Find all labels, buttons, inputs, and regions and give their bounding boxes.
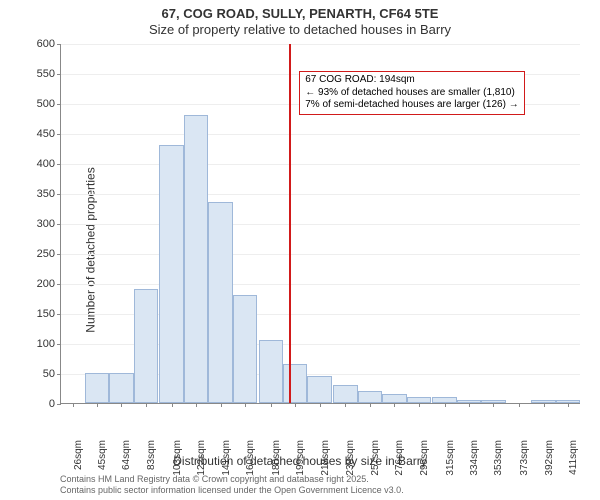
histogram-bar [283,364,307,403]
ytick-label: 450 [23,128,55,140]
histogram-bar [208,202,232,403]
gridline [61,284,580,285]
histogram-bar [358,391,382,403]
ytick-label: 500 [23,98,55,110]
xtick-mark [146,403,147,407]
ytick-label: 0 [23,398,55,410]
annotation-line: 7% of semi-detached houses are larger (1… [305,99,518,112]
ytick-label: 350 [23,188,55,200]
ytick-label: 400 [23,158,55,170]
ytick-label: 50 [23,368,55,380]
ytick-mark [57,194,61,195]
plot-area: 05010015020025030035040045050055060026sq… [60,44,580,404]
ytick-mark [57,74,61,75]
xtick-mark [196,403,197,407]
histogram-bar [159,145,183,403]
ytick-label: 200 [23,278,55,290]
xtick-mark [519,403,520,407]
histogram-bar [134,289,158,403]
ytick-mark [57,254,61,255]
xtick-mark [271,403,272,407]
footer-line-2: Contains public sector information licen… [60,485,404,496]
ytick-mark [57,344,61,345]
histogram-bar [307,376,331,403]
histogram-bar [333,385,357,403]
ytick-mark [57,134,61,135]
annotation-line: ← 93% of detached houses are smaller (1,… [305,87,518,100]
annotation-box: 67 COG ROAD: 194sqm← 93% of detached hou… [299,71,524,115]
property-marker-line [289,44,291,403]
xtick-mark [345,403,346,407]
gridline [61,134,580,135]
annotation-line: 67 COG ROAD: 194sqm [305,74,518,87]
histogram-bar [233,295,257,403]
ytick-mark [57,314,61,315]
ytick-mark [57,44,61,45]
histogram-bar [259,340,283,403]
histogram-bar [109,373,133,403]
gridline [61,224,580,225]
xtick-mark [445,403,446,407]
gridline [61,254,580,255]
xtick-mark [544,403,545,407]
histogram-bar [184,115,208,403]
ytick-mark [57,164,61,165]
ytick-mark [57,374,61,375]
xtick-mark [394,403,395,407]
chart-subtitle: Size of property relative to detached ho… [0,22,600,37]
gridline [61,164,580,165]
ytick-label: 300 [23,218,55,230]
gridline [61,44,580,45]
property-size-histogram: 67, COG ROAD, SULLY, PENARTH, CF64 5TE S… [0,0,600,500]
ytick-label: 150 [23,308,55,320]
xtick-mark [419,403,420,407]
ytick-mark [57,224,61,225]
xtick-mark [320,403,321,407]
xtick-mark [221,403,222,407]
ytick-label: 600 [23,38,55,50]
x-axis-label: Distribution of detached houses by size … [0,454,600,468]
footer-line-1: Contains HM Land Registry data © Crown c… [60,474,404,485]
xtick-mark [121,403,122,407]
xtick-mark [295,403,296,407]
gridline [61,194,580,195]
ytick-mark [57,404,61,405]
xtick-mark [172,403,173,407]
histogram-bar [85,373,109,403]
ytick-mark [57,104,61,105]
ytick-mark [57,284,61,285]
ytick-label: 100 [23,338,55,350]
xtick-mark [493,403,494,407]
ytick-label: 550 [23,68,55,80]
histogram-bar [382,394,406,403]
chart-footer: Contains HM Land Registry data © Crown c… [60,474,404,496]
xtick-mark [97,403,98,407]
xtick-mark [73,403,74,407]
xtick-mark [370,403,371,407]
xtick-mark [245,403,246,407]
xtick-mark [568,403,569,407]
chart-title: 67, COG ROAD, SULLY, PENARTH, CF64 5TE [0,6,600,21]
ytick-label: 250 [23,248,55,260]
xtick-mark [469,403,470,407]
